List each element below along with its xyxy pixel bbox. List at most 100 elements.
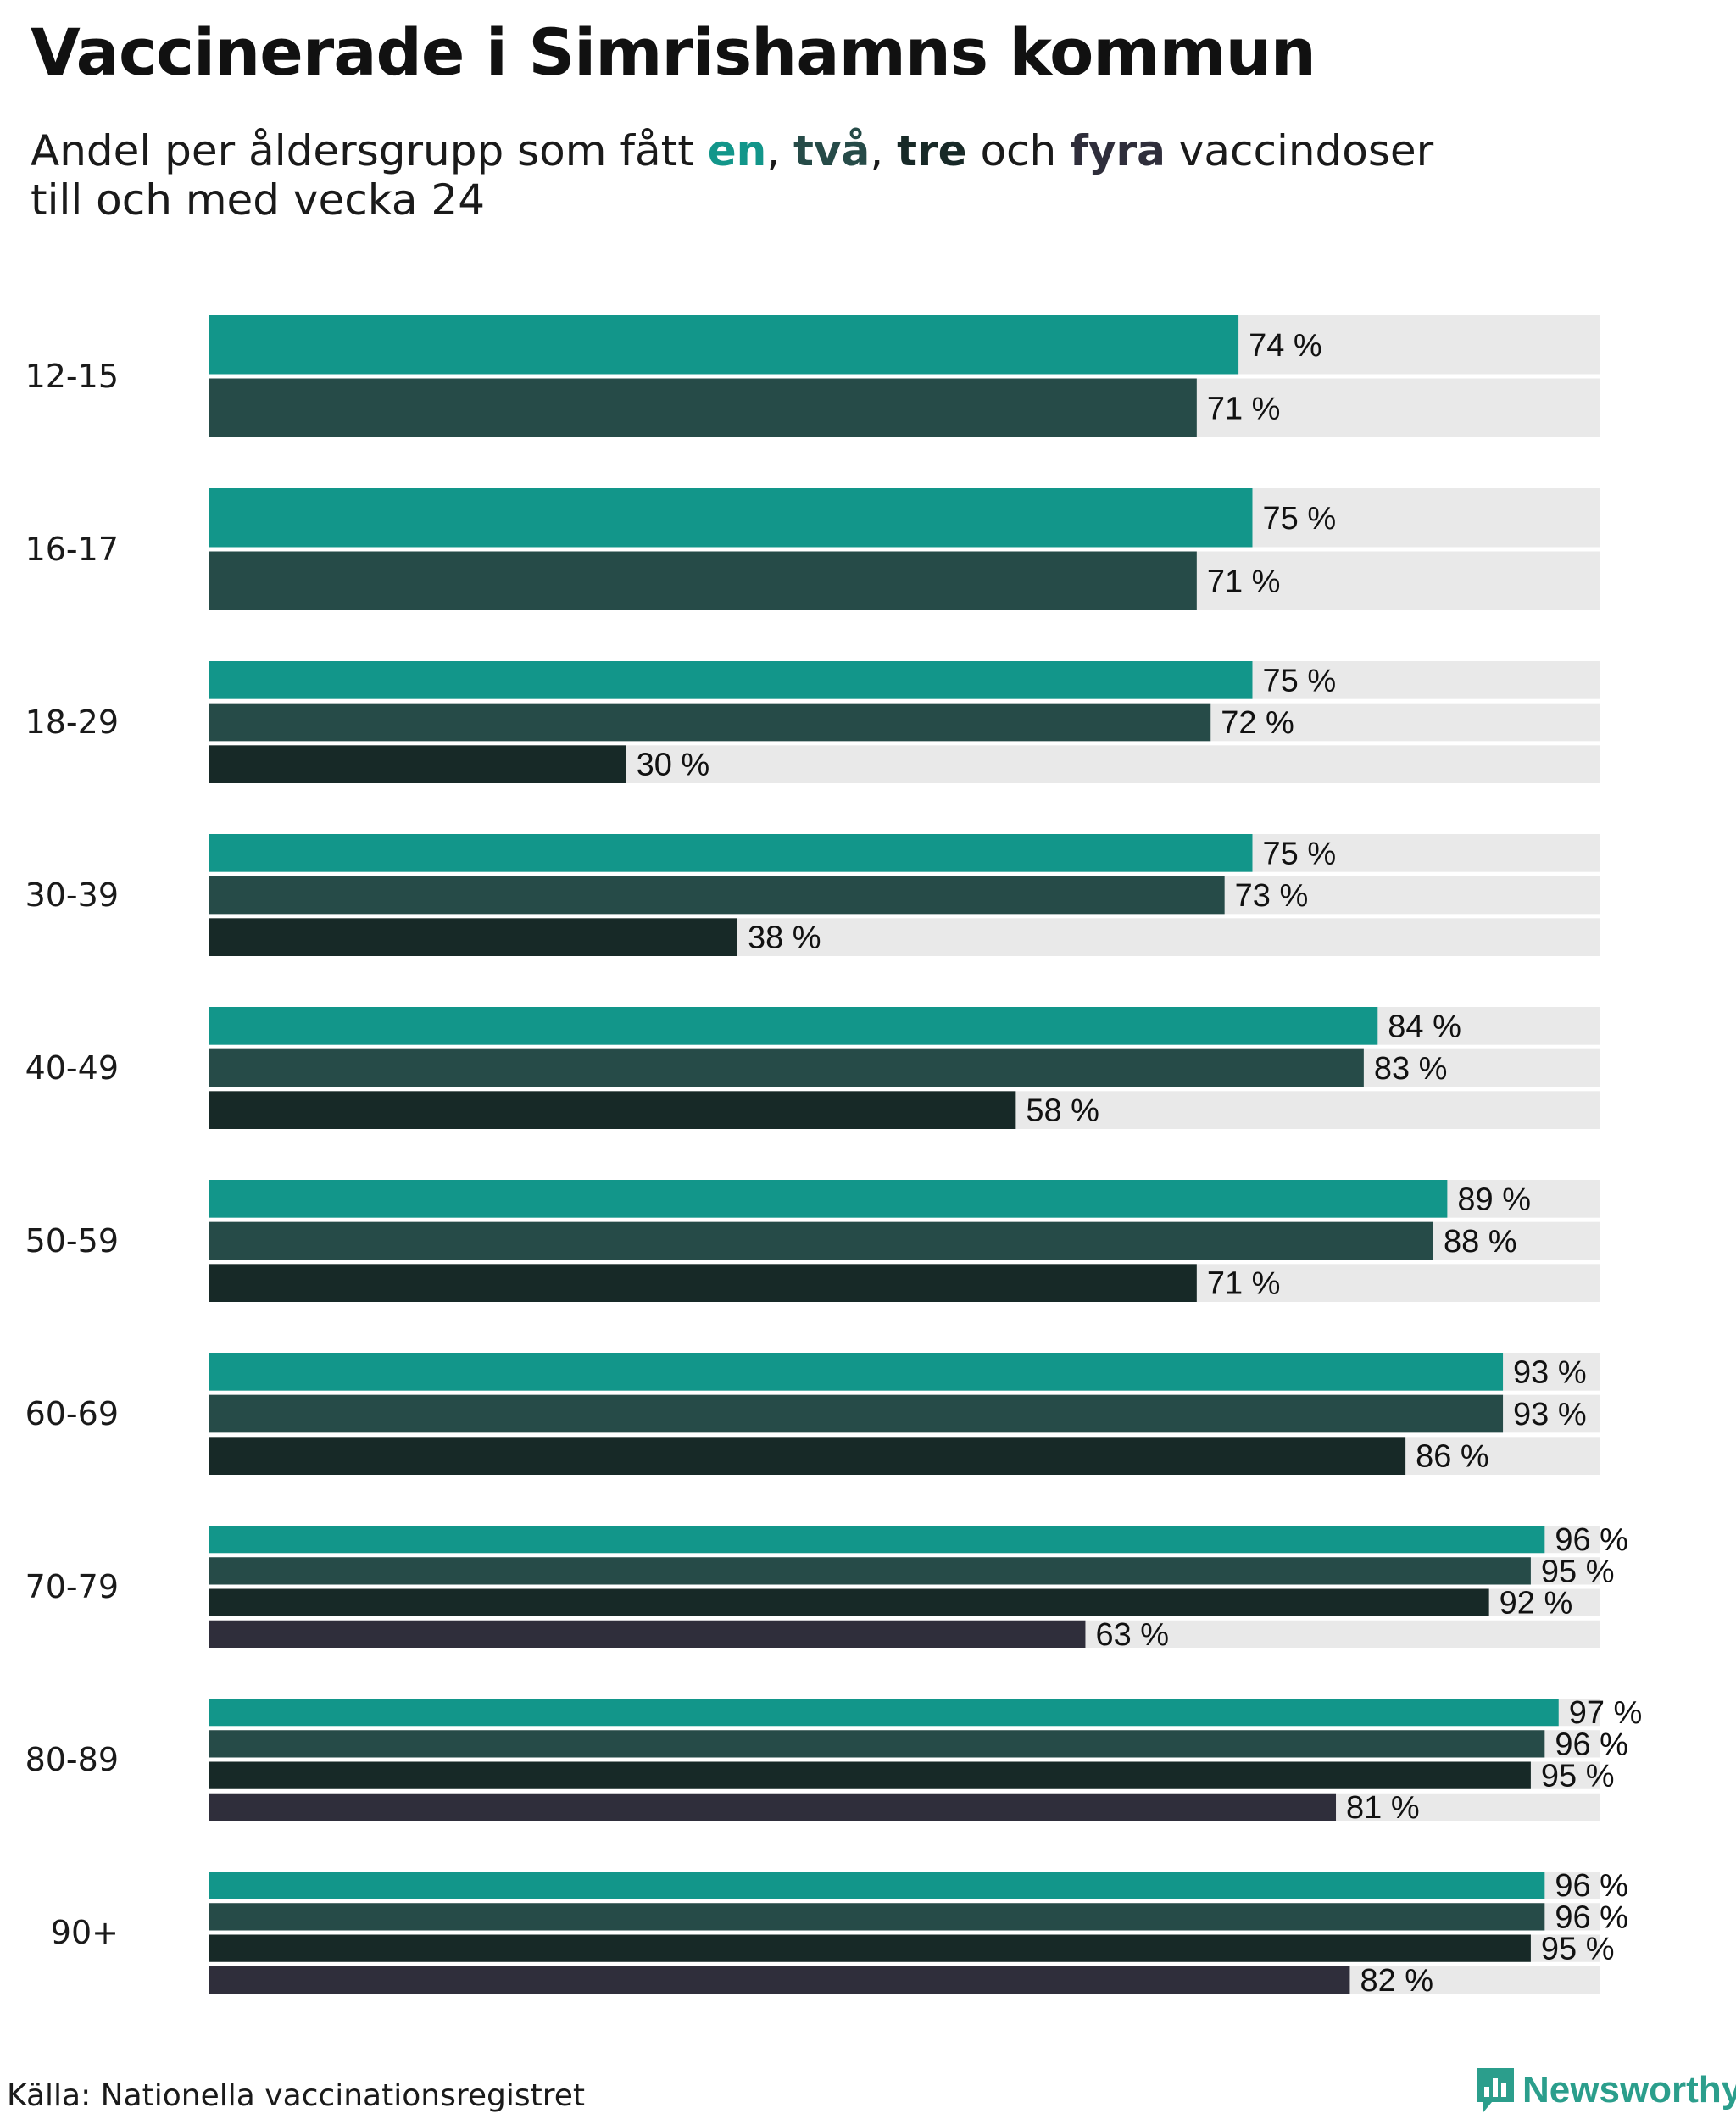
value-label: 86 % — [1416, 1439, 1489, 1475]
age-group-90+: 90+96 %96 %95 %82 % — [51, 1868, 1628, 1999]
age-group-80-89: 80-89 97 %96 %95 % 81 % — [25, 1695, 1643, 1826]
value-label: 72 % — [1221, 705, 1294, 741]
subtitle-separator-1: , — [766, 126, 794, 175]
value-label: 75 % — [1263, 501, 1337, 537]
subtitle-dose-two: två — [793, 126, 871, 175]
bar-dose2 — [209, 551, 1197, 610]
chart-title: Vaccinerade i Simrishamns kommun — [31, 14, 1316, 90]
value-label: 95 % — [1541, 1554, 1615, 1589]
bar-dose1 — [209, 834, 1253, 872]
category-label: 30-39 — [25, 876, 119, 914]
bar-dose3 — [209, 1437, 1406, 1475]
value-label: 89 % — [1457, 1182, 1531, 1217]
value-label: 82 % — [1360, 1963, 1433, 1999]
bar-dose1 — [209, 315, 1239, 375]
age-group-70-79: 70-79 96 %95 %92 % 63 % — [25, 1522, 1628, 1653]
bar-dose3 — [209, 745, 626, 783]
subtitle-separator-2: , — [870, 126, 898, 175]
bar-dose3 — [209, 918, 737, 956]
bar-dose2 — [209, 1903, 1545, 1931]
subtitle-dose-three: tre — [897, 126, 967, 175]
bar-dose2 — [209, 1730, 1545, 1758]
value-label: 71 % — [1207, 1266, 1281, 1302]
brand-logo: Newsworthy — [1477, 2068, 1736, 2112]
bar-dose1 — [209, 1526, 1545, 1554]
age-group-50-59: 50-59 89 % 88 % 71 % — [25, 1180, 1600, 1302]
subtitle-separator-3: och — [966, 126, 1071, 175]
chart-subtitle: Andel per åldersgrupp som fått en, två, … — [31, 126, 1641, 225]
newsworthy-logo-icon — [1477, 2068, 1514, 2112]
category-label: 40-49 — [25, 1049, 119, 1087]
value-label: 71 % — [1207, 391, 1281, 426]
value-label: 93 % — [1513, 1397, 1587, 1432]
bar-dose4 — [209, 1966, 1350, 1994]
category-label: 90+ — [51, 1914, 119, 1951]
category-label: 12-15 — [25, 358, 119, 395]
bar-dose3 — [209, 1934, 1531, 1962]
category-label: 50-59 — [25, 1222, 119, 1260]
value-label: 73 % — [1235, 878, 1309, 914]
category-label: 80-89 — [25, 1741, 119, 1778]
age-group-60-69: 60-69 93 % 93 % 86 % — [25, 1353, 1600, 1475]
value-label: 58 % — [1026, 1093, 1099, 1129]
value-label: 74 % — [1249, 328, 1322, 364]
subtitle-suffix: vaccindoser — [1165, 126, 1434, 175]
value-label: 38 % — [748, 920, 821, 956]
bar-dose2 — [209, 378, 1197, 437]
bar-dose3 — [209, 1588, 1489, 1616]
bar-dose2 — [209, 1394, 1504, 1433]
value-label: 84 % — [1388, 1009, 1461, 1044]
subtitle-dose-one: en — [707, 126, 767, 175]
value-label: 71 % — [1207, 564, 1281, 599]
value-label: 63 % — [1095, 1617, 1169, 1653]
bar-dose1 — [209, 1872, 1545, 1899]
bar-dose2 — [209, 703, 1211, 742]
subtitle-line-2: till och med vecka 24 — [31, 175, 486, 225]
value-label: 95 % — [1541, 1932, 1615, 1967]
value-label: 96 % — [1555, 1727, 1628, 1762]
subtitle-line-1: Andel per åldersgrupp som fått en, två, … — [31, 126, 1641, 176]
value-label: 97 % — [1569, 1695, 1643, 1731]
age-group-30-39: 30-39 75 % 73 % 38 % — [25, 834, 1600, 956]
source-note: Källa: Nationella vaccinationsregistret — [7, 2078, 585, 2113]
bar-dose3 — [209, 1761, 1531, 1789]
brand-name: Newsworthy — [1522, 2069, 1736, 2111]
bar-dose2 — [209, 876, 1225, 915]
bar-dose2 — [209, 1221, 1433, 1260]
value-label: 81 % — [1346, 1790, 1420, 1826]
value-label: 96 % — [1555, 1899, 1628, 1935]
category-label: 60-69 — [25, 1395, 119, 1432]
category-label: 16-17 — [25, 531, 119, 568]
value-label: 75 % — [1263, 663, 1337, 698]
value-label: 96 % — [1555, 1522, 1628, 1558]
subtitle-prefix: Andel per åldersgrupp som fått — [31, 126, 708, 175]
value-label: 95 % — [1541, 1759, 1615, 1794]
age-group-18-29: 18-29 75 % 72 % 30 % — [25, 661, 1600, 783]
bar-dose1 — [209, 1353, 1504, 1391]
bar-dose4 — [209, 1620, 1086, 1648]
bar-dose1 — [209, 661, 1253, 699]
value-label: 30 % — [637, 748, 710, 783]
value-label: 96 % — [1555, 1868, 1628, 1904]
age-group-16-17: 16-17 75 % 71 % — [25, 488, 1600, 610]
bar-dose1 — [209, 1180, 1448, 1218]
category-label: 18-29 — [25, 704, 119, 741]
bar-dose4 — [209, 1793, 1337, 1821]
bar-dose3 — [209, 1091, 1016, 1129]
bar-dose3 — [209, 1264, 1197, 1302]
bar-dose1 — [209, 488, 1253, 548]
age-group-40-49: 40-49 84 % 83 % 58 % — [25, 1007, 1600, 1129]
bar-dose1 — [209, 1007, 1378, 1045]
value-label: 83 % — [1374, 1051, 1448, 1087]
value-label: 88 % — [1444, 1224, 1517, 1260]
subtitle-dose-four: fyra — [1070, 126, 1166, 175]
category-label: 70-79 — [25, 1568, 119, 1605]
value-label: 93 % — [1513, 1354, 1587, 1390]
bar-dose1 — [209, 1699, 1559, 1727]
value-label: 75 % — [1263, 836, 1337, 871]
value-label: 92 % — [1500, 1586, 1573, 1621]
bar-dose2 — [209, 1557, 1531, 1585]
age-group-12-15: 12-15 74 % 71 % — [25, 315, 1600, 437]
bar-dose2 — [209, 1048, 1364, 1087]
